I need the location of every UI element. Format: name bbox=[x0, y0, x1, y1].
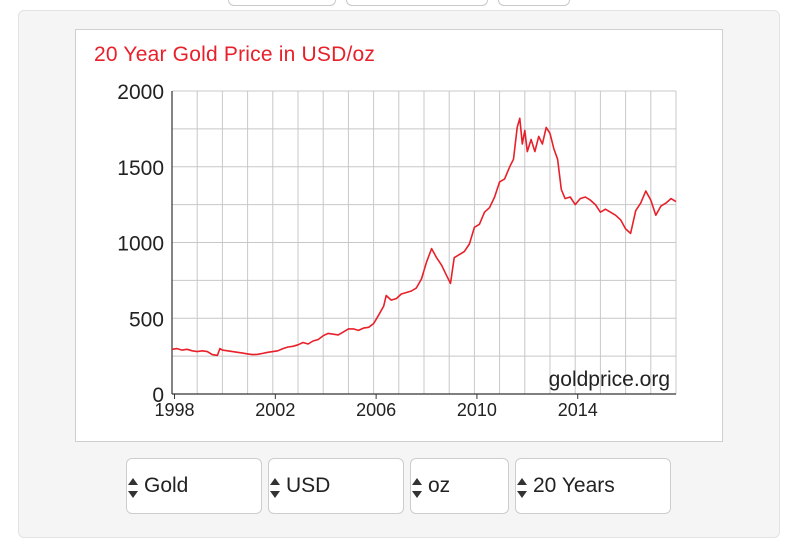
metal-select[interactable]: Gold bbox=[126, 458, 262, 514]
x-tick-label: 2010 bbox=[457, 400, 497, 420]
y-tick-label: 1500 bbox=[117, 157, 164, 180]
y-tick-label: 0 bbox=[152, 384, 164, 407]
currency-select-value: USD bbox=[286, 474, 331, 497]
chart-title: 20 Year Gold Price in USD/oz bbox=[94, 43, 376, 66]
y-tick-label: 500 bbox=[129, 308, 164, 331]
select-arrows-icon bbox=[412, 478, 422, 498]
x-tick-label: 2006 bbox=[356, 400, 396, 420]
x-tick-label: 2014 bbox=[558, 400, 598, 420]
chart-container: 20 Year Gold Price in USD/oz 0 500 1000 150… bbox=[75, 29, 723, 442]
select-arrows-icon bbox=[517, 478, 527, 498]
top-tab-2[interactable] bbox=[346, 0, 488, 6]
unit-select-value: oz bbox=[428, 474, 451, 497]
currency-select[interactable]: USD bbox=[268, 458, 404, 514]
x-tick-label: 1998 bbox=[154, 400, 194, 420]
period-select[interactable]: 20 Years bbox=[515, 458, 671, 514]
y-tick-label: 1000 bbox=[117, 233, 164, 256]
top-tab-1[interactable] bbox=[228, 0, 336, 6]
x-tick-label: 2002 bbox=[255, 400, 295, 420]
metal-select-value: Gold bbox=[144, 474, 189, 497]
top-tab-3[interactable] bbox=[498, 0, 570, 6]
watermark-label: goldprice.org bbox=[549, 368, 670, 391]
gold-price-chart: 0 500 1000 1500 2000 1998 2002 2006 2010 2014 gold… bbox=[117, 81, 677, 420]
select-arrows-icon bbox=[128, 478, 138, 498]
unit-select[interactable]: oz bbox=[410, 458, 509, 514]
y-tick-label: 2000 bbox=[117, 81, 164, 104]
period-select-value: 20 Years bbox=[533, 474, 615, 497]
select-arrows-icon bbox=[270, 478, 280, 498]
gold-price-line bbox=[171, 117, 677, 357]
